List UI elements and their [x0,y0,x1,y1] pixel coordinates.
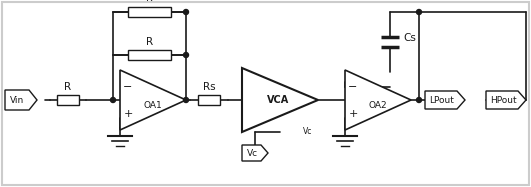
Polygon shape [120,70,186,130]
Polygon shape [345,70,411,130]
Text: R: R [146,0,153,4]
Polygon shape [486,91,526,109]
Text: +: + [123,108,133,119]
Text: R: R [146,37,153,47]
Text: −: − [348,82,358,91]
Text: OA1: OA1 [143,100,162,110]
Text: Rs: Rs [203,82,215,92]
Polygon shape [5,90,37,110]
Circle shape [110,97,116,102]
Text: VCA: VCA [267,95,289,105]
Circle shape [184,10,189,15]
Circle shape [184,53,189,57]
Circle shape [184,97,189,102]
Polygon shape [425,91,465,109]
Text: Vc: Vc [247,148,258,157]
Text: R: R [64,82,72,92]
Bar [57,95,79,105]
Text: LPout: LPout [430,96,455,105]
Text: Cs: Cs [403,33,416,43]
Circle shape [416,97,422,102]
Bar [127,7,172,17]
Text: Vc: Vc [303,127,313,136]
Polygon shape [242,145,268,161]
Text: −: − [123,82,133,91]
Bar [198,95,220,105]
Polygon shape [242,68,318,132]
Text: OA2: OA2 [369,100,387,110]
Text: +: + [348,108,358,119]
Circle shape [416,10,422,15]
Text: HPout: HPout [490,96,516,105]
Bar [127,50,172,60]
Text: Vin: Vin [10,96,24,105]
